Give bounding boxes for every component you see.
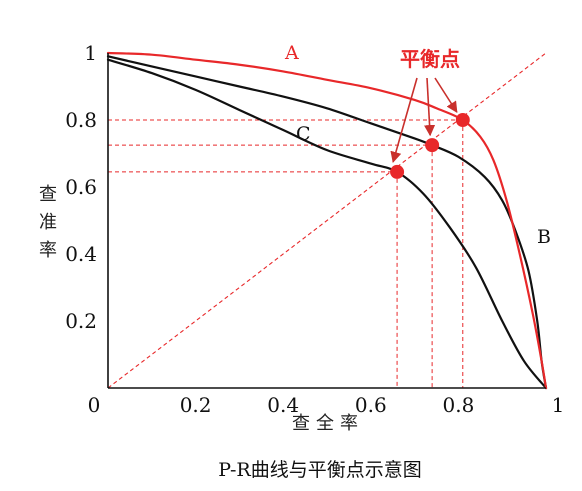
curve-label-b: B — [537, 226, 551, 248]
x-tick-label: 1 — [552, 393, 565, 417]
break-even-annotation: 平衡点 — [400, 47, 460, 71]
y-tick-label: 0.2 — [65, 309, 97, 333]
curve-label-a: A — [284, 42, 299, 64]
reference-line-y-equals-x — [107, 52, 547, 389]
x-tick-label: 0 — [88, 393, 101, 417]
ticks-layer: 0 0.2 0.4 0.6 0.8 1 0.2 0.4 0.6 0.8 1 — [65, 41, 564, 417]
break-even-point-b — [425, 138, 440, 153]
break-even-points-layer — [390, 113, 470, 179]
x-axis-label: 查全率 — [292, 413, 364, 434]
x-tick-label: 0.4 — [267, 393, 299, 417]
curve-label-c: C — [296, 123, 311, 145]
annotation-arrows — [390, 77, 458, 164]
series-line-b — [106, 55, 548, 390]
y-tick-label: 1 — [84, 41, 97, 65]
break-even-point-a — [455, 113, 470, 127]
x-tick-label: 0.8 — [442, 393, 474, 417]
annotation-arrow-c — [390, 77, 418, 164]
y-tick-label: 0.4 — [65, 242, 97, 266]
y-axis-label: 查准率 — [39, 184, 57, 261]
annotation-arrow-a — [434, 77, 458, 113]
axes-layer — [107, 53, 546, 389]
y-tick-label: 0.8 — [65, 108, 97, 132]
break-even-point-c — [390, 164, 405, 179]
x-tick-label: 0.2 — [180, 393, 212, 417]
annotation-arrow-b — [423, 77, 436, 137]
chart-title: P-R曲线与平衡点示意图 — [218, 459, 421, 481]
reference-layer — [107, 52, 547, 389]
series-line-c — [106, 58, 548, 390]
x-tick-label: 0.6 — [355, 393, 387, 417]
series-line-a — [106, 51, 548, 390]
y-tick-label: 0.6 — [65, 175, 97, 199]
